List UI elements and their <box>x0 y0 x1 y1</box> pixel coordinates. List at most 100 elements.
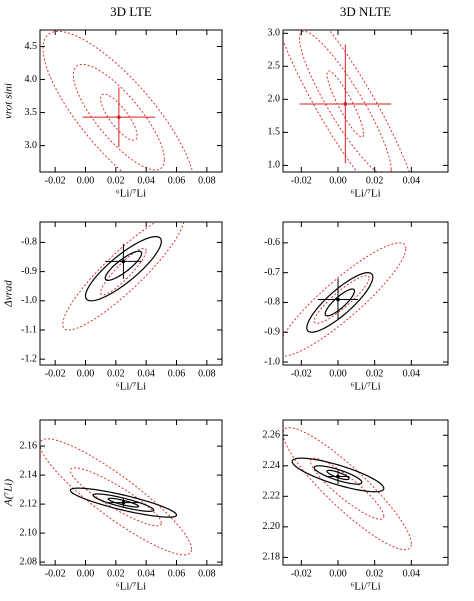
x-tick-label: 0.08 <box>198 175 216 186</box>
best-fit-point <box>121 500 126 505</box>
y-tick-label: 2.24 <box>263 460 281 471</box>
contour <box>326 469 350 481</box>
best-fit-point <box>336 474 340 479</box>
x-tick-label: 0.00 <box>329 175 347 186</box>
y-tick-label: -0.8 <box>21 237 37 248</box>
plot-area <box>42 30 194 172</box>
x-tick-label: 0.04 <box>403 175 421 186</box>
contour <box>291 457 385 493</box>
contour <box>104 250 143 281</box>
y-tick-label: -1.0 <box>264 356 280 367</box>
best-fit-point <box>343 102 348 106</box>
x-tick-label: -0.02 <box>291 175 312 186</box>
x-tick-label: -0.02 <box>45 368 66 379</box>
y-tick-label: 4.0 <box>25 74 38 85</box>
axes-frame <box>39 419 223 566</box>
y-tick-label: 2.20 <box>263 521 281 532</box>
y-tick-label: 3.0 <box>268 28 281 39</box>
x-tick-label: 0.02 <box>366 175 384 186</box>
contour <box>298 30 392 172</box>
x-tick-label: 0.02 <box>107 368 125 379</box>
x-tick-label: -0.02 <box>291 368 312 379</box>
x-tick-label: 0.06 <box>168 175 186 186</box>
panel: -0.02 0.00 0.02 0.04 2.18 2.20 2.22 2.24 2.26 ⁶Li… <box>263 419 449 593</box>
contour <box>283 30 410 172</box>
y-tick-label: -1.1 <box>21 324 37 335</box>
y-tick-label: -1.0 <box>21 295 37 306</box>
y-tick-label: 1.5 <box>268 127 281 138</box>
y-tick-label: 2.10 <box>20 527 38 538</box>
axes-frame <box>39 221 223 366</box>
contour <box>326 70 365 138</box>
panel: -0.02 0.00 0.02 0.04 1.0 1.5 2.0 2.5 3.0 3D NLTE ⁶… <box>268 4 449 200</box>
x-tick-label: 0.00 <box>77 568 95 579</box>
y-tick-label: -1.2 <box>21 353 37 364</box>
x-tick-label: 0.06 <box>168 568 186 579</box>
x-tick-label: 0.04 <box>137 368 155 379</box>
contour <box>309 457 385 520</box>
panel: -0.02 0.00 0.02 0.04 0.06 0.08 2.08 2.10 2.12 2.1… <box>3 419 223 593</box>
x-tick-label: 0.02 <box>107 175 125 186</box>
plot-area <box>40 438 193 556</box>
x-tick-label: 0.04 <box>403 368 421 379</box>
x-tick-label: 0.00 <box>77 368 95 379</box>
best-fit-point <box>121 259 126 264</box>
contour <box>42 30 194 172</box>
contour <box>283 242 407 357</box>
x-axis-label: ⁶Li/⁷Li <box>350 381 380 393</box>
plot-area <box>283 30 410 172</box>
x-tick-label: -0.02 <box>291 568 312 579</box>
x-tick-label: -0.02 <box>45 175 66 186</box>
y-axis-label: A(⁷Li) <box>3 479 15 507</box>
y-tick-label: -0.9 <box>264 327 280 338</box>
x-tick-label: -0.02 <box>45 568 66 579</box>
panel: -0.02 0.00 0.02 0.04 0.06 0.08 3.0 3.5 4.0 4.5 3D … <box>3 4 223 200</box>
x-tick-label: 0.02 <box>366 368 384 379</box>
y-tick-label: 2.0 <box>268 94 281 105</box>
panel-title: 3D NLTE <box>340 4 391 19</box>
x-tick-label: 0.02 <box>366 568 384 579</box>
x-tick-label: 0.08 <box>198 568 216 579</box>
plot-area <box>283 242 407 357</box>
contour <box>62 222 185 331</box>
best-fit-point <box>336 297 340 302</box>
x-tick-label: 0.00 <box>329 368 347 379</box>
panel: -0.02 0.00 0.02 0.04 0.06 0.08 -0.8 -0.9 -1.0 -1.… <box>3 221 223 393</box>
panel-title: 3D LTE <box>110 4 152 19</box>
axes-frame <box>282 419 449 566</box>
y-tick-label: -0.8 <box>264 297 280 308</box>
y-tick-label: 2.16 <box>20 440 38 451</box>
y-tick-label: -0.9 <box>21 266 37 277</box>
best-fit-point <box>117 115 121 119</box>
axes-frame <box>39 29 223 173</box>
y-tick-label: 3.5 <box>25 107 38 118</box>
y-tick-label: 2.26 <box>263 430 281 441</box>
y-tick-label: -0.7 <box>264 267 280 278</box>
axes-frame <box>282 29 449 173</box>
y-axis-label: vrot sini <box>3 83 15 119</box>
y-axis-label: Δvrad <box>3 280 15 308</box>
y-tick-label: -0.6 <box>264 237 280 248</box>
y-tick-label: 2.18 <box>263 552 281 563</box>
x-tick-label: 0.08 <box>198 368 216 379</box>
y-tick-label: 2.5 <box>268 61 281 72</box>
x-tick-label: 0.00 <box>329 568 347 579</box>
plot-area <box>283 427 412 551</box>
contour <box>69 487 178 518</box>
x-axis-label: ⁶Li/⁷Li <box>116 188 146 200</box>
x-tick-label: 0.02 <box>107 568 125 579</box>
axes-frame <box>282 221 449 366</box>
x-tick-label: 0.04 <box>137 175 155 186</box>
y-tick-label: 2.08 <box>20 556 38 567</box>
plot-area <box>62 222 185 331</box>
contour <box>313 465 363 485</box>
x-tick-label: 0.06 <box>168 368 186 379</box>
x-tick-label: 0.04 <box>137 568 155 579</box>
contour <box>84 235 162 302</box>
x-tick-label: 0.00 <box>77 175 95 186</box>
y-tick-label: 2.14 <box>20 469 38 480</box>
panel: -0.02 0.00 0.02 0.04 -0.6 -0.7 -0.8 -0.9 -1.0 ⁶Li… <box>264 221 449 393</box>
x-axis-label: ⁶Li/⁷Li <box>116 581 146 593</box>
x-tick-label: 0.04 <box>403 568 421 579</box>
